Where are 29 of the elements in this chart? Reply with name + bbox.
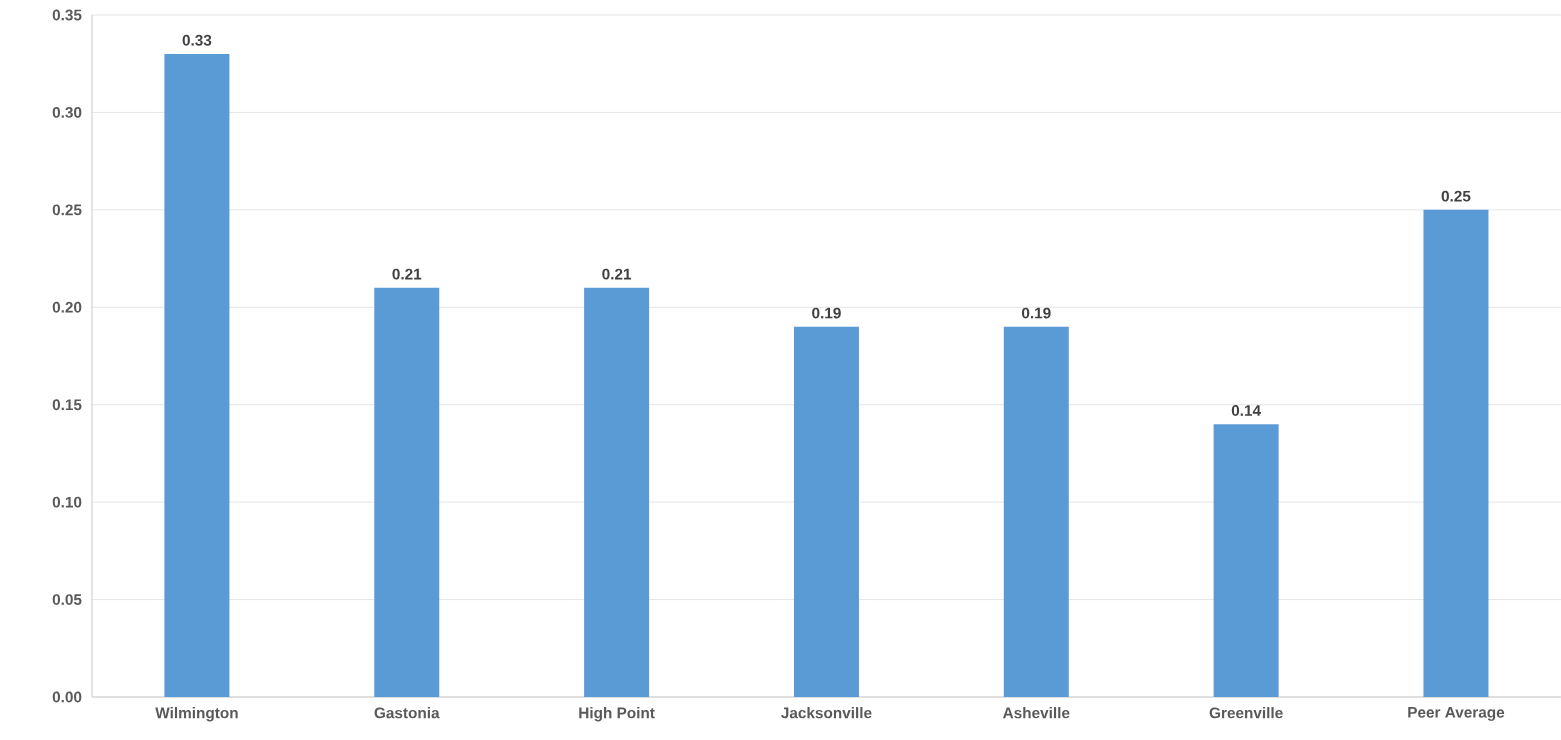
data-label: 0.21 [392,268,422,280]
bar [1423,209,1489,697]
data-label: 0.19 [812,307,841,319]
x-tick-label: Gastonia [374,707,440,719]
bar [793,326,859,697]
y-tick-label: 0.20 [52,301,82,313]
data-label: 0.33 [182,34,212,46]
y-tick-label: 0.00 [52,691,82,703]
bar [164,53,230,697]
y-tick-label: 0.15 [52,399,82,411]
y-tick-label: 0.35 [52,9,82,21]
x-tick-label: Asheville [1003,707,1070,719]
y-tick-label: 0.30 [52,106,82,118]
y-tick-label: 0.10 [52,496,82,508]
x-tick-label: Peer Average [1408,707,1505,721]
bar [584,287,650,697]
data-label: 0.14 [1231,405,1261,416]
data-label: 0.21 [602,268,632,280]
data-label: 0.25 [1441,190,1471,202]
y-tick-label: 0.25 [52,204,82,216]
bar [1003,326,1069,697]
x-tick-label: Greenville [1209,707,1283,719]
data-label: 0.19 [1021,307,1051,319]
bar [1213,424,1279,697]
y-tick-label: 0.05 [52,594,82,605]
x-tick-label: Wilmington [155,707,238,722]
x-tick-label: Jacksonville [781,707,872,719]
x-tick-label: High Point [579,707,655,722]
bar [374,287,440,697]
